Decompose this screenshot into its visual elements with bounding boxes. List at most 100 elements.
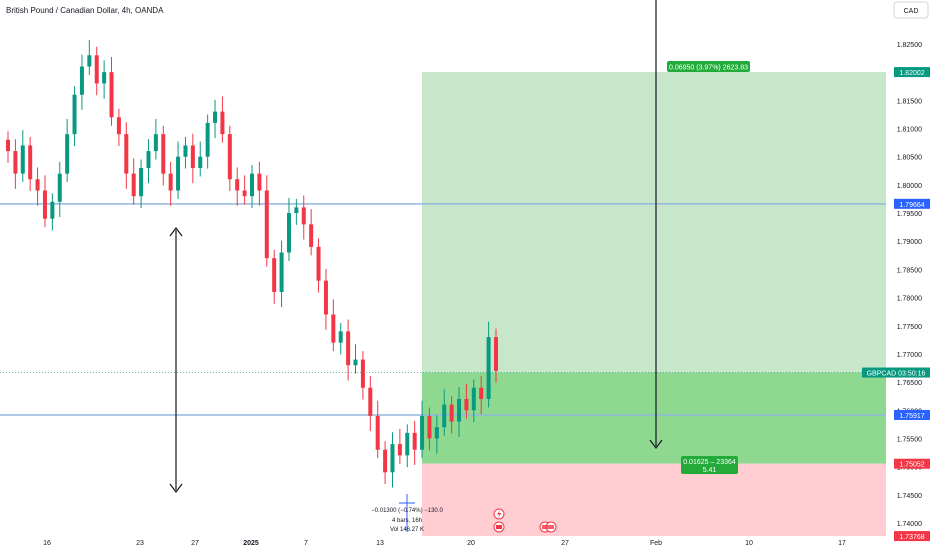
- candle-body: [79, 66, 84, 95]
- candle-body: [124, 134, 129, 174]
- price-level-labels: 1.82002 1.79664 1.75917 1.75052 1.73768: [894, 67, 930, 542]
- candle-body: [116, 117, 121, 135]
- candle-body: [102, 72, 107, 84]
- loss-zone[interactable]: [422, 463, 886, 537]
- price-tick: 1.77500: [897, 324, 922, 331]
- candle-body: [257, 173, 262, 191]
- candle-body: [42, 190, 47, 219]
- candle-body: [13, 151, 18, 174]
- candle-body: [375, 415, 380, 450]
- candle-body: [471, 387, 476, 411]
- svg-text:GBPCAD 03:50:16: GBPCAD 03:50:16: [867, 371, 926, 378]
- candle-body: [205, 122, 210, 157]
- time-tick: 13: [376, 540, 384, 547]
- double-arrow[interactable]: [169, 227, 183, 493]
- candle-body: [397, 444, 402, 456]
- candle-body: [6, 139, 10, 152]
- candle-body: [323, 280, 328, 315]
- flag-events-icon[interactable]: [539, 521, 557, 533]
- candle-body: [434, 427, 439, 439]
- candle-body: [153, 134, 158, 152]
- time-tick: 23: [136, 540, 144, 547]
- candle-body: [368, 387, 373, 416]
- price-tick: 1.76500: [897, 380, 922, 387]
- candle-body: [109, 72, 114, 118]
- candle-body: [449, 404, 454, 422]
- candle-body: [294, 207, 299, 214]
- currency-badge[interactable]: [893, 1, 929, 19]
- entry-zone[interactable]: [422, 372, 886, 464]
- candle-body: [279, 252, 284, 292]
- level-label: 1.75052: [899, 462, 924, 469]
- level-label: 1.79664: [899, 202, 924, 209]
- candle-body: [183, 145, 188, 157]
- candle-body: [338, 331, 343, 343]
- price-tick: 1.78000: [897, 296, 922, 303]
- time-tick: 16: [43, 540, 51, 547]
- candle-body: [50, 201, 55, 219]
- candle-body: [20, 145, 25, 174]
- candle-body: [264, 190, 269, 259]
- time-tick: 27: [561, 540, 569, 547]
- candle-body: [87, 55, 92, 67]
- chart-title: British Pound / Canadian Dollar, 4h, OAN…: [6, 6, 164, 15]
- stop-info-box: [681, 456, 738, 474]
- candle-body: [168, 173, 173, 191]
- time-axis[interactable]: 16 23 27 2025 7 13 20 27 Feb 10 17: [43, 540, 846, 547]
- time-tick: 17: [838, 540, 846, 547]
- candle-body: [220, 111, 225, 135]
- profit-zone[interactable]: [422, 72, 886, 373]
- level-label-box: [894, 409, 930, 420]
- candle-body: [94, 55, 99, 84]
- level-label: 1.82002: [899, 70, 924, 77]
- candle-body: [479, 387, 484, 400]
- candle-body: [242, 190, 247, 197]
- stop-info-line2: 5.41: [703, 467, 717, 474]
- candle-body: [198, 156, 203, 168]
- candle-body: [176, 156, 181, 191]
- candle-body: [272, 258, 277, 292]
- candle-body: [464, 399, 469, 411]
- price-tick: 1.79000: [897, 239, 922, 246]
- candle-body: [346, 331, 351, 366]
- level-label: 1.75917: [899, 413, 924, 420]
- price-tick: 1.78500: [897, 267, 922, 274]
- candle-body: [420, 415, 425, 450]
- measure-marker[interactable]: [399, 494, 415, 532]
- candle-body: [405, 432, 410, 456]
- level-label-box: [894, 198, 930, 209]
- flag-ca-icon[interactable]: [493, 521, 505, 533]
- price-axis-panel[interactable]: [886, 0, 932, 550]
- price-tick: 1.81000: [897, 127, 922, 134]
- candle-body: [131, 173, 136, 197]
- candle-body: [139, 167, 144, 197]
- lightning-icon[interactable]: [493, 508, 505, 520]
- candle-body: [227, 134, 232, 180]
- price-tick: 1.75500: [897, 436, 922, 443]
- candle-body: [35, 179, 40, 191]
- candle-body: [390, 444, 395, 473]
- candle-body: [146, 151, 151, 168]
- time-tick: 7: [304, 540, 308, 547]
- level-label: 1.73768: [899, 534, 924, 541]
- target-label: 0.06950 (3.97%) 2623.83: [669, 65, 748, 72]
- currency-label: CAD: [904, 8, 919, 15]
- candle-body: [442, 404, 447, 428]
- candles: [6, 40, 498, 488]
- price-tick: 1.77000: [897, 352, 922, 359]
- candle-body: [331, 314, 336, 343]
- candle-body: [161, 134, 166, 174]
- candle-body: [316, 246, 321, 281]
- candle-body: [301, 207, 306, 225]
- down-arrow[interactable]: [649, 0, 663, 449]
- candle-body: [309, 224, 314, 247]
- measure-label-line1: −0.01300 (−0.74%) −130.0: [371, 508, 443, 514]
- target-label-box: [667, 61, 750, 72]
- candle-body: [72, 94, 77, 135]
- time-tick: 20: [467, 540, 475, 547]
- price-tick: 1.74000: [897, 521, 922, 528]
- time-tick: 27: [191, 540, 199, 547]
- candle-body: [360, 359, 365, 388]
- price-tick: 1.81500: [897, 98, 922, 105]
